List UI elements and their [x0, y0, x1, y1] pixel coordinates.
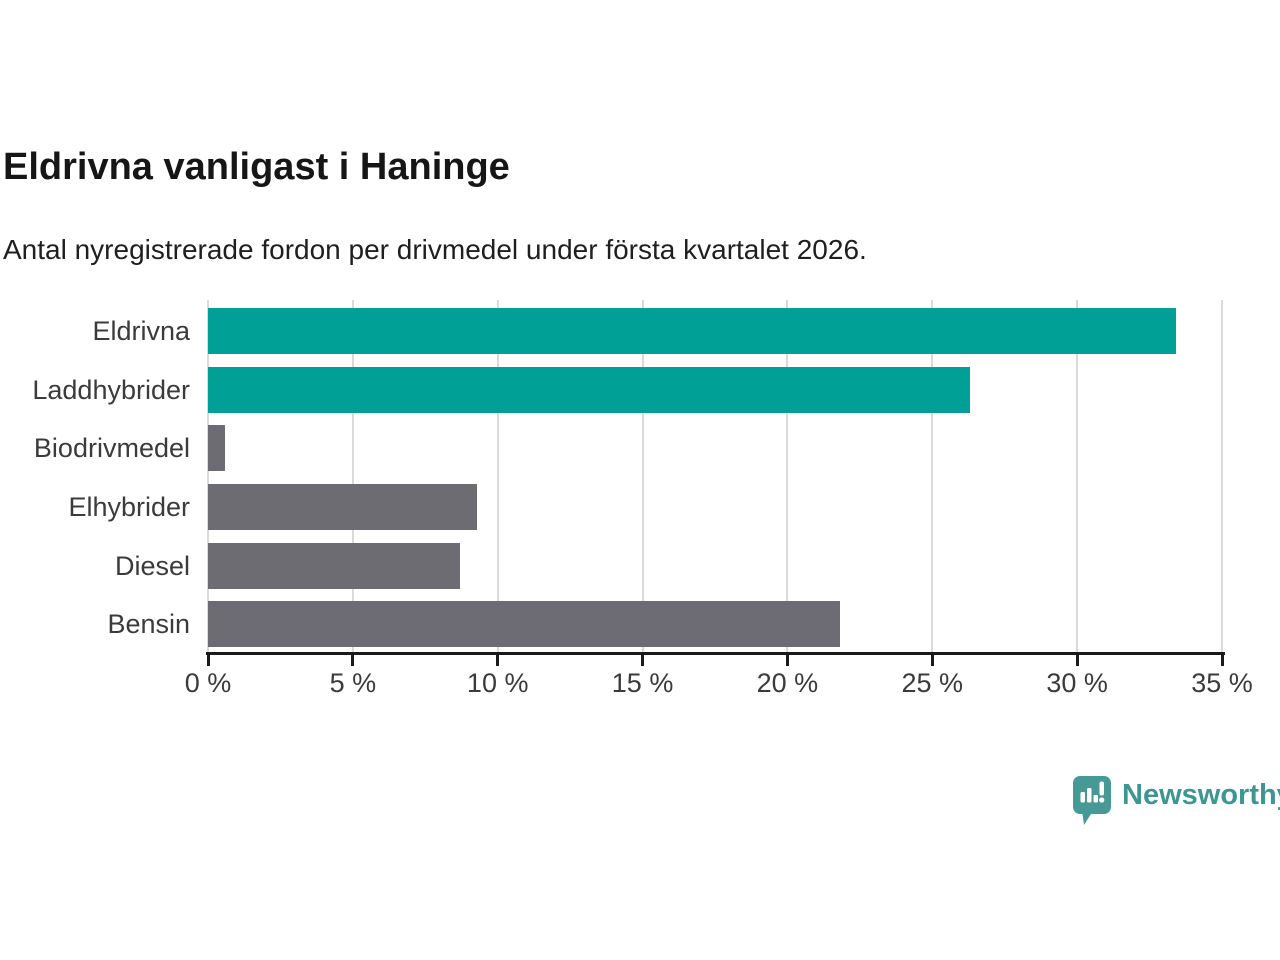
category-label-eldrivna: Eldrivna [92, 316, 190, 346]
bar-elhybrider [208, 484, 478, 530]
x-axis-tick-30 [1075, 655, 1079, 666]
x-axis-tick-25 [930, 655, 934, 666]
newsworthy-logo-icon [1073, 776, 1111, 825]
bar-diesel [208, 542, 461, 589]
x-axis-tick-5 [351, 655, 355, 666]
bar-eldrivna [208, 308, 1176, 354]
x-axis-tick-label-0: 0 % [184, 668, 232, 698]
gridline-5 [351, 300, 354, 652]
plot-area [207, 300, 1223, 652]
x-axis-tick-label-30: 30 % [1046, 668, 1108, 698]
chart-subtitle: Antal nyregistrerade fordon per drivmede… [3, 234, 867, 265]
x-axis-tick-label-5: 5 % [329, 668, 377, 698]
x-axis-tick-label-35: 35 % [1191, 668, 1253, 698]
newsworthy-brand-text: Newsworthy [1122, 779, 1280, 811]
bar-biodrivmedel [208, 425, 226, 472]
category-label-diesel: Diesel [114, 550, 190, 581]
bar-laddhybrider [208, 366, 970, 413]
x-axis-tick-20 [785, 655, 789, 666]
x-axis-tick-label-25: 25 % [901, 668, 964, 698]
category-label-elhybrider: Elhybrider [68, 492, 190, 522]
category-label-bensin: Bensin [107, 609, 190, 640]
gridline-15 [641, 300, 644, 652]
category-label-biodrivmedel: Biodrivmedel [33, 433, 190, 464]
x-axis-tick-label-10: 10 % [466, 668, 529, 698]
gridline-30 [1076, 300, 1079, 652]
x-axis-tick-label-20: 20 % [756, 668, 819, 698]
gridline-25 [931, 300, 934, 652]
gridline-10 [496, 300, 499, 652]
x-axis-tick-10 [496, 655, 500, 666]
x-axis-tick-35 [1220, 655, 1224, 666]
x-axis-line [206, 652, 1225, 655]
x-axis-tick-label-15: 15 % [611, 668, 674, 698]
bar-bensin [208, 601, 840, 648]
chart-title: Eldrivna vanligast i Haninge [3, 146, 510, 188]
category-label-laddhybrider: Laddhybrider [32, 374, 190, 405]
gridline-0 [207, 300, 209, 652]
x-axis-tick-0 [206, 655, 210, 666]
gridline-20 [786, 300, 789, 652]
x-axis-tick-15 [641, 655, 645, 666]
gridline-35 [1221, 300, 1223, 652]
newsworthy-logo: Newsworthy [1071, 773, 1280, 827]
